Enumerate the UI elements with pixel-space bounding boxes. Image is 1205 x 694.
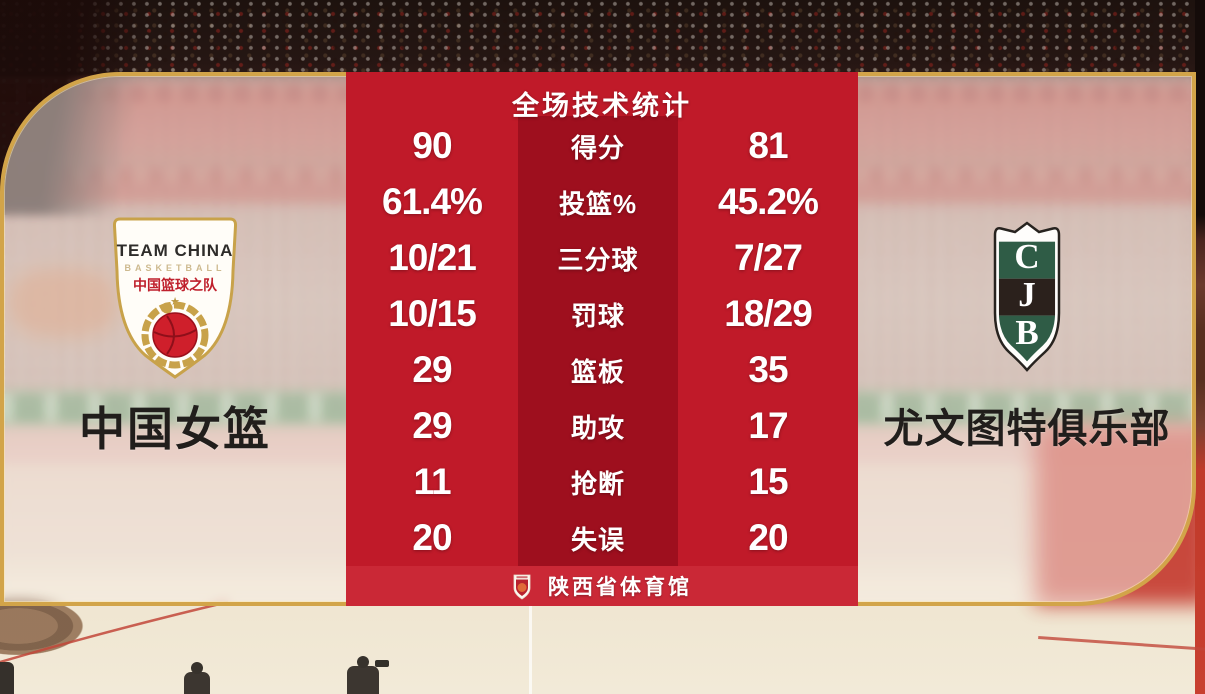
- stat-label: 助攻: [570, 412, 625, 443]
- stats-rows: 90 得分 81 61.4% 投篮% 45.2% 10/21 三分球 7/27 …: [346, 118, 858, 566]
- stat-row-three-pointers: 10/21 三分球 7/27: [346, 230, 858, 286]
- stat-row-points: 90 得分 81: [346, 118, 858, 174]
- stats-table: 全场技术统计 90 得分 81 61.4% 投篮% 45.2% 10/21 三分…: [346, 72, 858, 606]
- team-china-badge: TEAM CHINA BASKETBALL 中国篮球之队 ★: [112, 217, 238, 379]
- home-value: 29: [412, 405, 452, 446]
- away-value: 17: [748, 405, 788, 446]
- stat-label: 三分球: [557, 244, 639, 275]
- away-value: 18/29: [724, 293, 813, 334]
- badge-star: ★: [170, 295, 180, 308]
- team-home-block: TEAM CHINA BASKETBALL 中国篮球之队 ★ 中国女篮: [4, 76, 346, 598]
- home-value: 61.4%: [382, 181, 483, 222]
- arena-edge: [1195, 0, 1205, 694]
- badge-cn-team-label: 中国篮球之队: [133, 277, 218, 293]
- away-value: 45.2%: [718, 181, 819, 222]
- dragon-head: [161, 302, 173, 314]
- badge-letter-c: C: [1014, 237, 1039, 276]
- photographer-silhouette: [184, 672, 210, 694]
- away-value: 81: [748, 125, 788, 166]
- photographer-silhouette: [0, 662, 14, 694]
- home-value: 29: [412, 349, 452, 390]
- away-team-name: 尤文图特俱乐部: [883, 407, 1171, 451]
- badge-letter-j: J: [1018, 275, 1036, 314]
- venue-name: 陕西省体育馆: [548, 576, 692, 599]
- stat-row-fg-pct: 61.4% 投篮% 45.2%: [346, 174, 858, 230]
- stat-label: 罚球: [570, 300, 625, 331]
- team-away-block: C J B 尤文图特俱乐部: [862, 76, 1192, 598]
- away-value: 20: [748, 517, 788, 558]
- photographer-silhouette: [347, 660, 389, 694]
- away-value: 35: [748, 349, 788, 390]
- home-value: 10/21: [388, 237, 477, 278]
- stat-label-strip: [518, 116, 678, 566]
- stat-label: 篮板: [570, 356, 625, 387]
- badge-team-china-label: TEAM CHINA: [117, 241, 234, 260]
- stat-row-free-throws: 10/15 罚球 18/29: [346, 286, 858, 342]
- venue-mini-badge-icon: [513, 574, 531, 599]
- stat-label: 得分: [570, 132, 625, 163]
- cjb-club-badge: C J B: [993, 221, 1061, 372]
- badge-basketball-label: BASKETBALL: [125, 263, 226, 273]
- stat-row-assists: 29 助攻 17: [346, 398, 858, 454]
- home-team-name: 中国女篮: [79, 403, 271, 455]
- stat-row-turnovers: 20 失误 20: [346, 510, 858, 566]
- away-value: 7/27: [733, 237, 803, 278]
- home-value: 20: [412, 517, 452, 558]
- court-line: [529, 604, 532, 694]
- badge-letter-b: B: [1015, 313, 1038, 352]
- away-value: 15: [748, 461, 788, 502]
- home-value: 11: [413, 461, 451, 502]
- stats-title: 全场技术统计: [512, 91, 692, 121]
- stat-row-steals: 11 抢断 15: [346, 454, 858, 510]
- dragon-wreath: [141, 301, 209, 369]
- stat-label: 失误: [570, 524, 625, 555]
- court-circle-line: [0, 600, 229, 664]
- stat-label: 投篮%: [558, 188, 638, 219]
- stat-row-rebounds: 29 篮板 35: [346, 342, 858, 398]
- home-value: 90: [412, 125, 452, 166]
- stat-label: 抢断: [570, 468, 625, 499]
- venue-bar: 陕西省体育馆: [346, 566, 858, 606]
- home-value: 10/15: [388, 293, 477, 334]
